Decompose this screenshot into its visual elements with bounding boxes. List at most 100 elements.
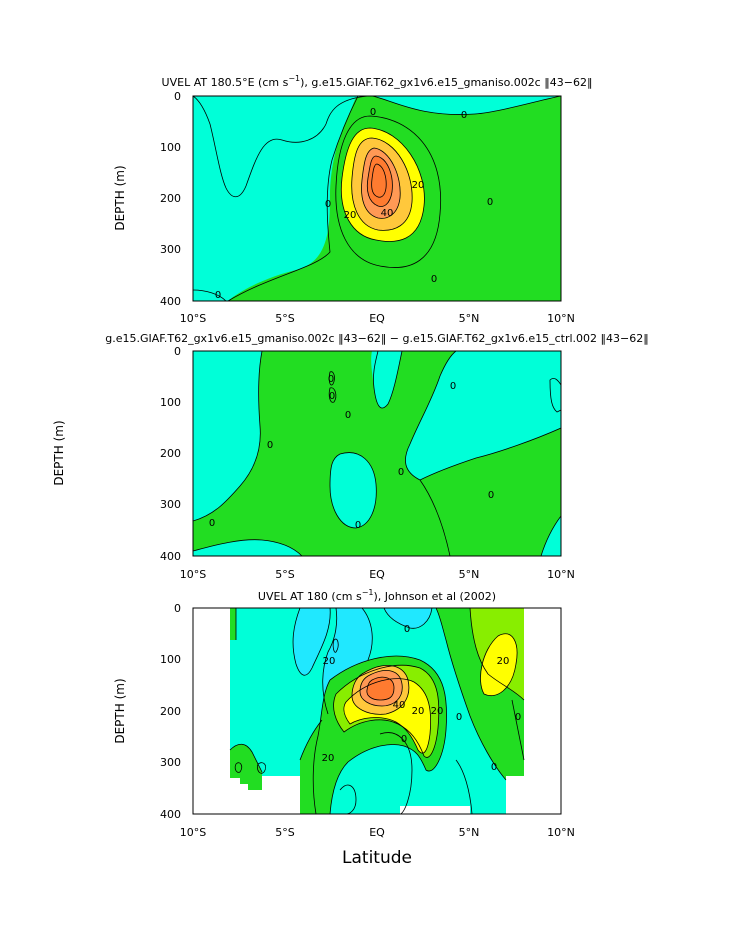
contour-label: 0	[456, 712, 462, 723]
y-tick-label: 100	[160, 396, 181, 409]
bottom-mask-staircase	[230, 780, 300, 814]
contour-label: 0	[209, 518, 215, 529]
contour-label: 0	[345, 410, 351, 421]
middle-title: g.e15.GIAF.T62_gx1v6.e15_gmaniso.002c ‖4…	[105, 332, 648, 345]
y-tick-label: 200	[160, 447, 181, 460]
bottom-contour-lines	[229, 608, 525, 814]
y-tick-label: 100	[160, 653, 181, 666]
bottom-yellow-right	[480, 633, 518, 696]
contour-label: 20	[412, 180, 425, 191]
x-tick-label: 10°S	[180, 826, 206, 839]
middle-frame	[192, 350, 562, 557]
middle-contour-lines	[193, 351, 561, 556]
contour-label: 20	[431, 706, 444, 717]
y-tick-label: 0	[174, 602, 181, 615]
y-tick-label: 400	[160, 295, 181, 308]
middle-x-ticks: 10°S 5°S EQ 5°N 10°N	[180, 568, 575, 581]
middle-panel: g.e15.GIAF.T62_gx1v6.e15_gmaniso.002c ‖4…	[52, 332, 649, 581]
top-title: UVEL AT 180.5°E (cm s−1), g.e15.GIAF.T62…	[162, 74, 593, 89]
contour-label: 0	[488, 490, 494, 501]
contour-label: 0	[329, 391, 335, 402]
contour-label: 0	[450, 381, 456, 392]
x-tick-label: 10°N	[547, 826, 575, 839]
bottom-title: UVEL AT 180 (cm s−1), Johnson et al (200…	[258, 588, 496, 603]
top-contour-labels: 0 0 0 0 0 0 20 20 40	[215, 107, 493, 301]
middle-cyan-right	[371, 351, 561, 480]
contour-label: 0	[215, 290, 221, 301]
bottom-lightcyan-pocket	[293, 608, 331, 676]
y-tick-label: 300	[160, 243, 181, 256]
x-tick-label: 10°S	[180, 568, 206, 581]
middle-plot-area	[193, 351, 561, 556]
x-axis-label: Latitude	[342, 848, 412, 868]
middle-cyan-center	[330, 452, 377, 528]
bottom-contour-labels: 0 0 0 0 0 20 20 20 20 20 40	[322, 624, 522, 773]
contour-label: 0	[487, 197, 493, 208]
middle-cyan-left	[193, 351, 262, 521]
bottom-y-ticks: 0 100 200 300 400	[160, 602, 181, 821]
middle-y-axis-label: DEPTH (m)	[52, 420, 66, 485]
top-x-ticks: 10°S 5°S EQ 5°N 10°N	[180, 312, 575, 325]
y-tick-label: 100	[160, 141, 181, 154]
contour-label: 0	[355, 520, 361, 531]
top-plot-area	[193, 96, 561, 301]
y-tick-label: 400	[160, 808, 181, 821]
contour-label: 20	[344, 210, 357, 221]
contour-label: 0	[515, 712, 521, 723]
contour-label: 0	[267, 440, 273, 451]
contour-label: 0	[401, 734, 407, 745]
bottom-x-ticks: 10°S 5°S EQ 5°N 10°N	[180, 826, 575, 839]
y-tick-label: 200	[160, 705, 181, 718]
contour-label: 0	[370, 107, 376, 118]
top-cyan-pocket	[193, 96, 368, 197]
middle-cyan-edge	[550, 378, 561, 411]
x-tick-label: 5°S	[275, 312, 294, 325]
bottom-panel: UVEL AT 180 (cm s−1), Johnson et al (200…	[113, 588, 575, 868]
bottom-mask-lower-right	[400, 806, 470, 814]
y-tick-label: 0	[174, 345, 181, 358]
top-cyan-corner	[193, 290, 226, 301]
middle-contour-labels: 0 0 0 0 0 0 0 0 0	[209, 374, 494, 531]
x-tick-label: 5°N	[459, 568, 480, 581]
x-tick-label: 5°S	[275, 826, 294, 839]
x-tick-label: 10°N	[547, 568, 575, 581]
x-tick-label: EQ	[369, 568, 385, 581]
x-tick-label: 10°N	[547, 312, 575, 325]
x-tick-label: 5°N	[459, 312, 480, 325]
contour-label: 0	[404, 624, 410, 635]
contour-label: 0	[461, 110, 467, 121]
x-tick-label: 10°S	[180, 312, 206, 325]
bottom-green-strip	[230, 608, 236, 640]
contour-label: 20	[497, 656, 510, 667]
contour-label: 20	[412, 706, 425, 717]
top-y-ticks: 0 100 200 300 400	[160, 90, 181, 308]
y-tick-label: 0	[174, 90, 181, 103]
contour-label: 0	[491, 762, 497, 773]
top-panel: UVEL AT 180.5°E (cm s−1), g.e15.GIAF.T62…	[113, 74, 592, 325]
y-tick-label: 300	[160, 756, 181, 769]
contour-label: 0	[431, 274, 437, 285]
y-tick-label: 400	[160, 550, 181, 563]
y-tick-label: 300	[160, 498, 181, 511]
x-tick-label: 5°S	[275, 568, 294, 581]
contour-label: 0	[398, 467, 404, 478]
bottom-plot-area	[193, 608, 561, 814]
top-frame	[192, 95, 562, 302]
bottom-lightcyan-top	[384, 608, 432, 629]
contour-label: 0	[328, 374, 334, 385]
contour-label: 20	[323, 656, 336, 667]
middle-cyan-bottomright	[541, 516, 561, 556]
top-contour-lines	[193, 96, 561, 301]
bottom-frame	[192, 607, 562, 815]
x-tick-label: EQ	[369, 312, 385, 325]
top-y-axis-label: DEPTH (m)	[113, 165, 127, 230]
bottom-green-lowerleft	[230, 744, 262, 790]
y-tick-label: 200	[160, 192, 181, 205]
bottom-y-axis-label: DEPTH (m)	[113, 678, 127, 743]
middle-cyan-bottomleft	[193, 539, 302, 556]
middle-cyan-notch	[373, 351, 402, 409]
x-tick-label: 5°N	[459, 826, 480, 839]
middle-y-ticks: 0 100 200 300 400	[160, 345, 181, 563]
contour-label: 40	[381, 208, 394, 219]
